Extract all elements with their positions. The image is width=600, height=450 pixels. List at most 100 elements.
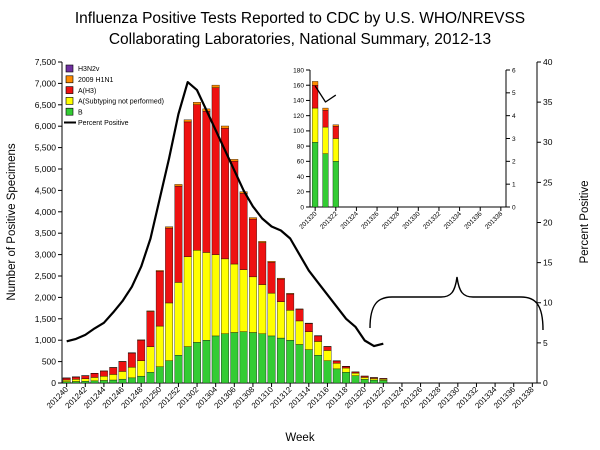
x-axis-label: Week [285,432,314,444]
bar-segment [342,367,350,373]
legend-label: A(Subtyping not performed) [78,99,164,106]
chart-title-line2: Collaborating Laboratories, National Sum… [109,31,491,48]
bar-segment [332,368,341,384]
bar-segment [165,302,174,361]
bar-segment [202,111,211,253]
bar-segment [267,261,276,263]
x-tick-label: 201322 [319,210,340,231]
y-left-tick-label: 120 [293,113,304,120]
bar-segment [221,125,229,129]
bar-segment [109,379,118,384]
bar-segment [81,381,90,384]
bar-segment [342,366,350,369]
bar-segment [258,241,267,243]
bar-segment [165,360,174,384]
y-right-tick-label: 4 [512,113,516,120]
bar-segment [332,138,339,162]
bar-segment [183,121,192,257]
y-left-tick-label: 3,500 [35,228,57,238]
y-right-tick-label: 30 [543,137,553,147]
x-tick-label: 201328 [381,210,402,231]
bar-segment [230,332,239,384]
bar-segment [146,372,155,384]
bar-segment [304,323,313,332]
bar-segment [72,376,80,380]
bar-segment [211,254,220,337]
bar-segment [267,335,276,384]
y-left-tick-label: 3,000 [35,250,57,260]
bar-segment [127,352,136,368]
y-left-tick-label: 5,500 [35,143,57,153]
y-right-tick-label: 0 [512,204,516,211]
legend-label: 2009 H1N1 [78,77,114,84]
bar-segment [221,333,229,384]
bar-segment [276,278,285,302]
bar-segment [322,126,329,154]
bar-segment [239,193,248,270]
bar-segment [137,340,146,361]
bar-segment [286,340,295,384]
bar-segment [323,346,332,351]
bar-segment [165,226,174,229]
bar-segment [314,341,323,356]
y-right-tick-label: 15 [543,258,553,268]
bar-segment [295,308,304,310]
bar-segment [379,380,388,384]
bar-segment [286,293,295,311]
bar-segment [109,374,118,381]
bar-segment [360,379,369,384]
bar-segment [174,355,183,384]
bar-segment [62,377,71,381]
bar-segment [351,375,360,384]
bar-segment [379,378,388,381]
bar-segment [155,271,164,327]
bar-segment [267,292,276,337]
y-right-tick-label: 0 [543,378,548,388]
bar-segment [332,124,339,127]
x-tick-label: 201330 [401,210,422,231]
bar-segment [100,375,108,381]
bar-segment [193,104,201,251]
y-right-tick-label: 10 [543,298,553,308]
bar-segment [276,337,285,384]
legend-swatch [65,107,74,116]
bar-segment [155,366,164,384]
bar-segment [118,378,127,384]
bar-segment [314,335,323,342]
bar-segment [90,377,99,382]
bar-segment [322,153,329,208]
bar-segment [146,346,155,373]
bar-segment [230,263,239,333]
bar-segment [276,301,285,339]
bar-segment [137,360,146,377]
bar-segment [322,107,329,111]
y-left-tick-label: 140 [293,98,304,105]
x-tick-label: 201334 [443,210,464,231]
y-left-tick-label: 6,500 [35,100,57,110]
bar-segment [230,159,239,162]
bar-segment [183,119,192,123]
y-left-tick-label: 40 [297,174,305,181]
bar-segment [118,361,127,372]
bar-segment [258,333,267,384]
bar-segment [249,276,257,333]
bar-segment [295,309,304,322]
y-right-tick-label: 25 [543,177,553,187]
x-tick-label: 201332 [422,210,443,231]
y-right-tick-label: 2 [512,159,516,166]
bar-segment [312,142,319,208]
bar-segment [90,373,99,378]
bar-segment [332,363,341,370]
bar-segment [174,282,183,356]
y-left-tick-label: 1,500 [35,314,57,324]
bar-segment [183,256,192,347]
y-left-tick-label: 1,000 [35,335,57,345]
bar-segment [370,378,378,381]
bar-segment [332,126,339,139]
bar-segment [211,84,220,88]
y-right-tick-label: 1 [512,181,516,188]
bar-segment [295,320,304,345]
bar-segment [360,375,369,378]
bar-segment [137,375,146,384]
